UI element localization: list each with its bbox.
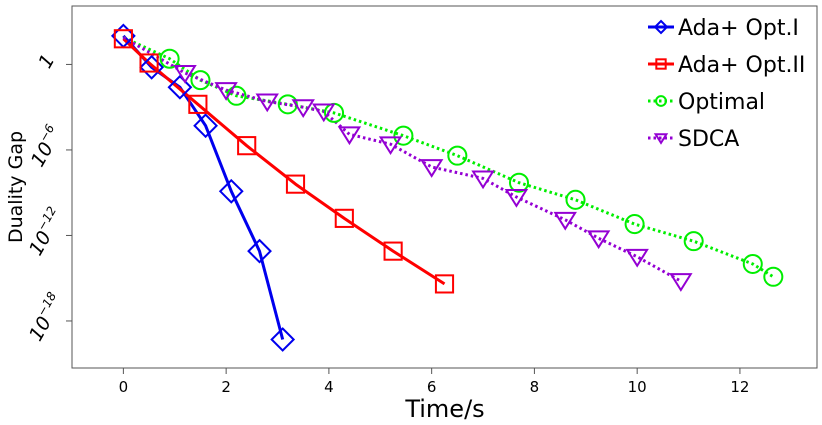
data-point-marker [334, 208, 354, 228]
data-point-marker [378, 136, 403, 156]
data-point-marker [434, 274, 455, 294]
data-point-marker [669, 273, 693, 292]
data-point-marker [393, 125, 414, 146]
series-line [122, 36, 682, 283]
x-tick-label: 12 [730, 378, 749, 396]
data-point-marker [471, 170, 495, 190]
data-point-marker [285, 174, 306, 194]
data-point-marker [419, 159, 444, 178]
series-line [122, 34, 285, 340]
x-tick-label: 2 [221, 378, 231, 396]
data-point-marker [190, 70, 211, 91]
data-point-marker [586, 230, 611, 250]
data-point-marker [312, 103, 336, 123]
data-point-marker [167, 74, 193, 100]
x-tick-label: 8 [530, 378, 540, 396]
y-tick-label: 10−6 [24, 122, 67, 171]
plot-frame [71, 5, 818, 369]
data-point-marker [565, 189, 586, 210]
x-tick-label: 0 [119, 378, 129, 396]
data-point-marker [683, 231, 704, 252]
legend: Ada+ Opt.I Ada+ Opt.II Optimal SDCA [648, 16, 805, 152]
data-point-marker [383, 241, 403, 261]
y-tick-label: 10−18 [22, 289, 69, 345]
legend-label: Ada+ Opt.I [678, 16, 799, 41]
data-point-marker [247, 238, 272, 264]
legend-label: Ada+ Opt.II [678, 53, 805, 78]
legend-marker [655, 95, 667, 107]
data-point-marker [508, 172, 530, 193]
x-tick-label: 6 [427, 378, 437, 396]
y-axis-label: Duality Gap [5, 131, 27, 243]
data-point-marker [218, 178, 244, 204]
data-point-marker [270, 327, 296, 352]
data-point-marker [237, 136, 257, 156]
y-tick-base: 10 [25, 227, 56, 259]
x-axis-label: Time/s [404, 395, 484, 423]
y-tick-base: 1 [34, 51, 59, 72]
series-markers [110, 23, 784, 352]
data-point-marker [553, 211, 577, 231]
data-point-marker [188, 94, 208, 114]
data-point-marker [139, 54, 165, 80]
data-point-marker [214, 82, 238, 101]
data-point-marker [291, 99, 315, 118]
legend-label: Optimal [678, 90, 765, 115]
data-point-marker [113, 29, 133, 49]
y-tick-label: 1 [34, 51, 59, 72]
data-point-marker [139, 53, 159, 73]
data-point-marker [193, 113, 219, 139]
data-point-marker [625, 248, 649, 268]
y-tick-base: 10 [27, 139, 58, 171]
legend-marker [653, 19, 669, 35]
data-point-marker [742, 253, 763, 274]
y-tick-exponent: −12 [34, 204, 59, 233]
data-point-marker [159, 48, 180, 69]
data-point-marker [624, 214, 645, 235]
data-point-marker [173, 65, 197, 84]
x-tick-label: 4 [324, 378, 334, 396]
legend-marker [655, 58, 667, 70]
data-point-marker [447, 145, 468, 166]
legend-label: SDCA [678, 127, 739, 152]
y-tick-base: 10 [25, 313, 56, 345]
data-point-marker [255, 93, 279, 113]
y-tick-label: 10−12 [22, 204, 68, 259]
data-point-marker [504, 189, 529, 208]
y-tick-exponent: −18 [34, 289, 59, 318]
legend-marker [653, 133, 669, 145]
x-axis: 0 2 4 6 8 10 12 [119, 368, 749, 396]
data-point-marker [337, 126, 362, 146]
data-point-marker [763, 266, 784, 287]
x-tick-label: 10 [628, 378, 647, 396]
